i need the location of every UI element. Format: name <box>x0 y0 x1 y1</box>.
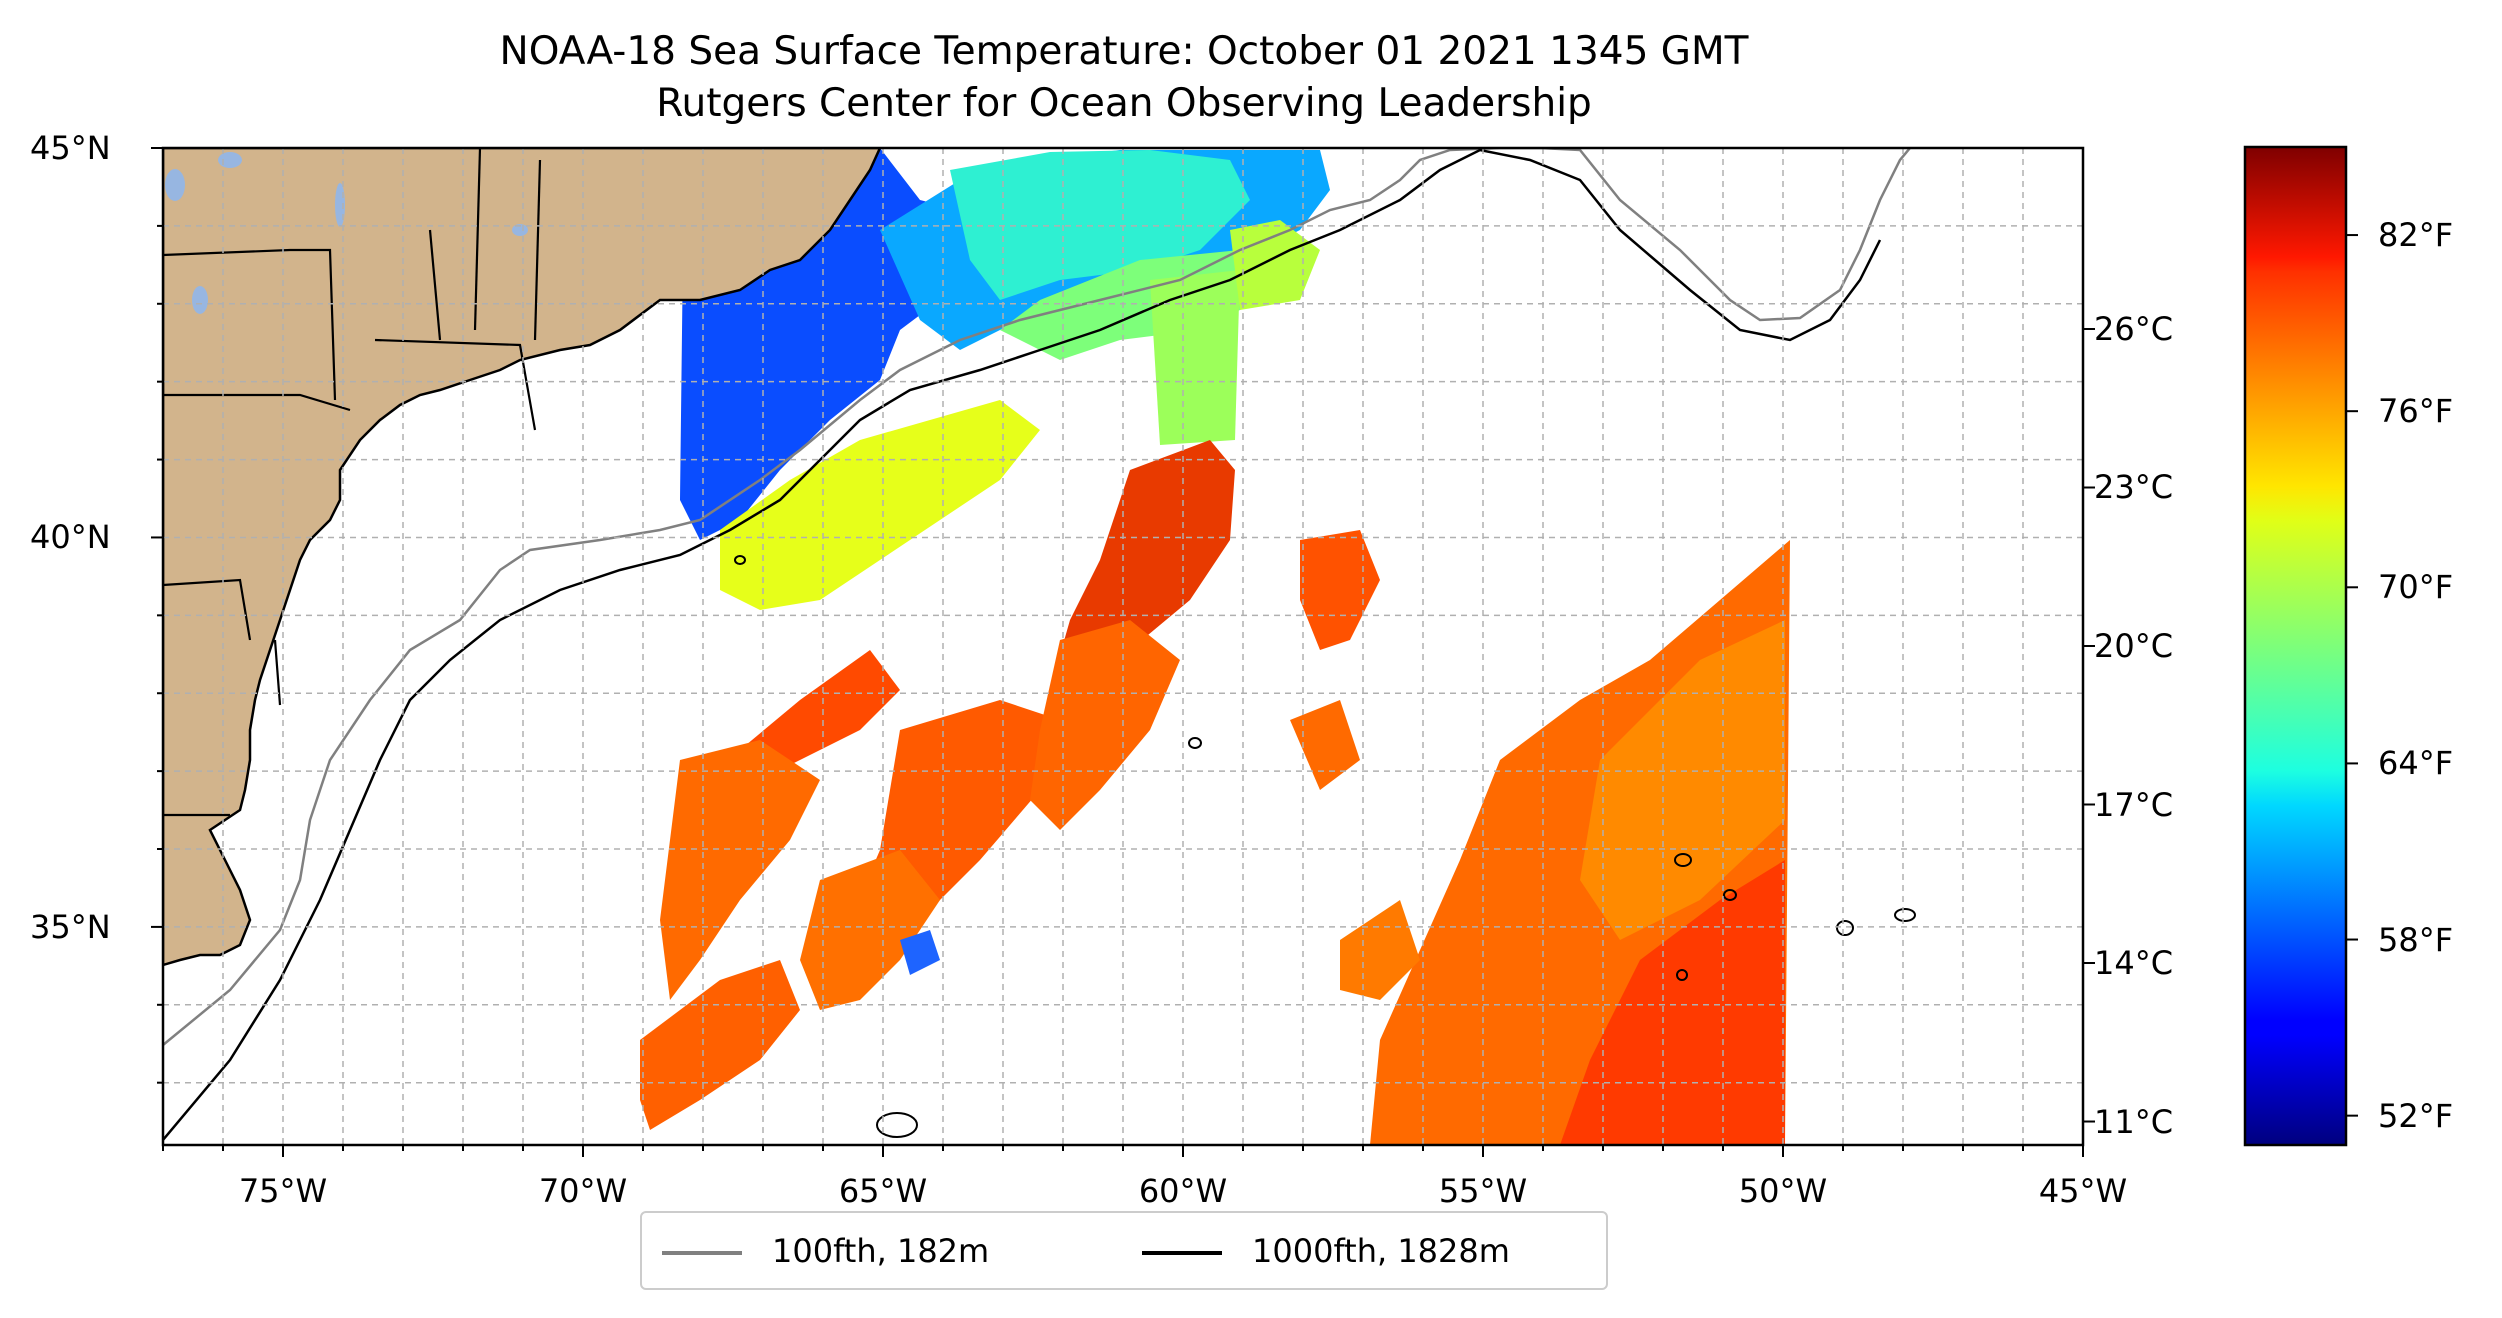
colorbar-f-label: 70°F <box>2378 568 2454 607</box>
land-north-america <box>163 148 882 967</box>
sst-patch-warm-east-orange <box>1580 620 1785 940</box>
sst-patch-cyan-shelf <box>950 150 1250 300</box>
sst-patch-blue-speck <box>900 930 940 975</box>
lon-tick-label: 60°W <box>1138 1172 1228 1210</box>
sst-patch-green-strip <box>1150 270 1240 445</box>
legend: 100fth, 182m 1000fth, 1828m <box>640 1211 1608 1290</box>
state-border-6 <box>533 159 542 341</box>
sst-patch-slope-green <box>1000 240 1300 360</box>
lon-tick-label: 65°W <box>838 1172 928 1210</box>
seamount-5 <box>1723 889 1737 901</box>
lon-tick-label: 55°W <box>1438 1172 1528 1210</box>
lat-tick-label: 45°N <box>30 129 111 167</box>
sst-patch-warm-mid-2 <box>1290 700 1360 790</box>
colorbar-ticks <box>2083 234 2358 1123</box>
legend-label-100fth: 100fth, 182m <box>772 1232 990 1270</box>
state-border-1 <box>163 393 351 412</box>
state-border-7 <box>163 578 252 641</box>
colorbar-c-label: 20°C <box>2094 627 2174 665</box>
sst-data-layer <box>640 148 1790 1145</box>
lat-tick-label: 35°N <box>30 907 111 946</box>
state-border-9 <box>273 639 282 706</box>
lat-tick-label: 40°N <box>30 518 111 557</box>
legend-swatch-1000fth <box>1142 1251 1222 1255</box>
sst-patch-warm-mid <box>1300 530 1380 650</box>
sst-patch-yellow-slope <box>720 400 1040 610</box>
seamounts <box>734 555 1916 1138</box>
map-title: NOAA-18 Sea Surface Temperature: October… <box>499 29 1749 74</box>
isobath-1000fth <box>163 148 1882 1141</box>
seamount-4 <box>1894 908 1916 922</box>
lake-5 <box>512 224 528 236</box>
sst-patch-warm-band-4 <box>1030 620 1180 830</box>
colorbar-c-label: 14°C <box>2094 944 2174 982</box>
sst-patch-warm-band-2 <box>660 740 820 1000</box>
lon-tick-label: 45°W <box>2038 1172 2128 1210</box>
colorbar-c-label: 17°C <box>2094 785 2174 824</box>
colorbar-f-label: 52°F <box>2378 1096 2454 1135</box>
seamount-7 <box>1188 737 1202 749</box>
state-border-4 <box>428 229 442 341</box>
gridlines <box>162 147 2084 1145</box>
colorbar-f-label: 58°F <box>2378 920 2454 959</box>
axis-ticks <box>151 147 2084 1157</box>
colorbar-c-label: 11°C <box>2094 1102 2174 1141</box>
lon-tick-label: 70°W <box>538 1172 628 1210</box>
seamount-1 <box>876 1112 918 1138</box>
colorbar-f-label: 82°F <box>2378 216 2454 255</box>
colorbar-c-label: 23°C <box>2094 468 2174 507</box>
legend-label-1000fth: 1000fth, 1828m <box>1252 1232 1510 1270</box>
seamount-8 <box>1676 969 1688 981</box>
sst-patch-warm-south-2 <box>800 850 940 1010</box>
lake-2 <box>218 152 242 168</box>
lon-tick-label: 50°W <box>1738 1172 1828 1210</box>
lon-tick-label: 75°W <box>238 1172 328 1210</box>
state-borders <box>163 148 542 817</box>
sst-patch-warm-south-1 <box>640 960 800 1130</box>
colorbar-c-label: 26°C <box>2094 309 2174 348</box>
sst-patch-warm-band-1 <box>740 650 900 780</box>
lake-1 <box>165 169 185 201</box>
seamount-2 <box>1674 853 1692 867</box>
map-subtitle: Rutgers Center for Ocean Observing Leade… <box>656 81 1592 126</box>
colorbar-f-label: 76°F <box>2378 392 2454 431</box>
seamount-3 <box>1836 920 1854 936</box>
seamount-6 <box>734 555 746 565</box>
sst-patch-orange-sw <box>1340 900 1420 1000</box>
state-border-2 <box>163 248 337 401</box>
colorbar-f-label: 64°F <box>2378 744 2454 783</box>
sst-patch-green-east <box>1230 220 1320 310</box>
state-border-5 <box>473 148 482 331</box>
sst-patch-warm-east-red <box>1560 860 1785 1145</box>
lake-3 <box>192 286 208 314</box>
state-border-3 <box>374 338 537 431</box>
colorbar <box>2243 145 2348 1147</box>
legend-swatch-100fth <box>662 1251 742 1255</box>
